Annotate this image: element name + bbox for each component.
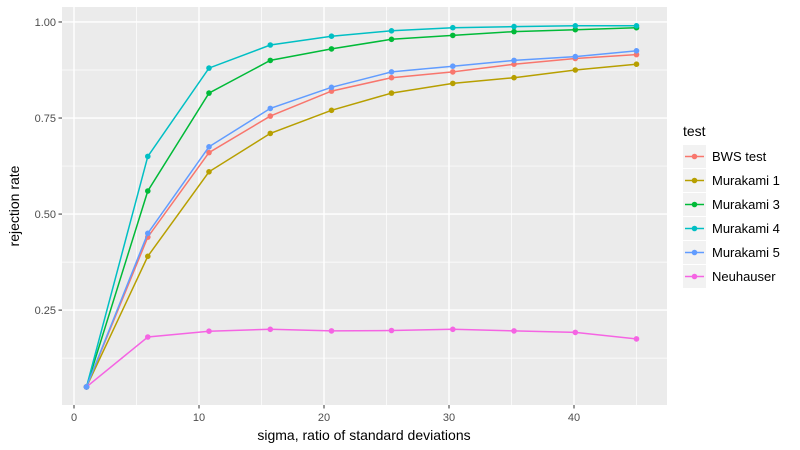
series-line [85,25,637,388]
data-point [388,74,395,81]
data-point [388,28,395,34]
legend-label: Murakami 4 [712,221,780,236]
data-point [633,48,640,54]
series-line [86,328,637,388]
data-point [267,57,274,64]
y-axis-title: rejection rate [6,165,22,246]
data-point [267,113,274,119]
series-neuhauser [83,326,640,390]
legend-item: Murakami 5 [683,241,780,264]
data-point [206,169,212,175]
data-point [206,149,212,156]
data-point [388,36,395,43]
x-tick-label: 0 [71,412,77,424]
data-point [572,53,579,60]
legend-label: Murakami 1 [712,173,780,188]
legend-item: Murakami 4 [683,217,780,240]
data-point [388,90,395,96]
data-point [572,67,579,73]
data-point [633,23,640,29]
x-tick-label: 30 [443,412,455,424]
data-point [450,24,456,31]
panel-layer [62,7,667,405]
y-tick-label: 0.50 [35,209,56,221]
data-point [572,329,579,336]
data-point [511,328,517,334]
data-point [145,253,151,260]
series-line [85,50,637,388]
data-point [511,23,517,30]
series-line [85,53,637,388]
legend-label: Murakami 3 [712,197,780,212]
x-tick-label: 40 [568,412,580,424]
data-point [267,105,274,112]
legend-title: test [683,123,706,139]
series-line [85,26,637,388]
data-point [633,61,640,67]
data-point [388,327,395,334]
x-axis-title: sigma, ratio of standard deviations [257,427,470,443]
legend-key-point [691,273,698,280]
x-tick-label: 20 [318,412,330,424]
y-tick-label: 0.25 [35,305,56,317]
data-point [328,107,335,114]
data-point [450,80,456,87]
legend-item: Neuhauser [683,265,776,288]
series-layer [83,23,640,390]
data-point [388,69,395,75]
data-point [267,42,274,48]
legend-label: Neuhauser [712,269,776,284]
series-murakami-5 [83,48,640,390]
legend: BWS test Murakami 1 Murakami 3 Murakami 4 Mu… [683,145,780,288]
data-point [83,384,90,390]
series-line [85,63,637,388]
data-point [206,90,212,96]
data-point [572,26,579,33]
data-point [328,33,335,39]
y-tick-label: 1.00 [35,17,56,29]
data-point [206,65,212,71]
legend-item: BWS test [683,145,767,168]
data-point [450,32,456,39]
legend-key-point [691,201,698,208]
data-point [633,336,640,342]
data-point [145,230,151,237]
data-point [572,23,579,29]
data-point [328,328,335,334]
legend-label: Murakami 5 [712,245,780,260]
data-point [450,63,456,69]
data-point [450,326,456,333]
data-point [145,153,151,160]
data-point [206,144,212,150]
data-point [328,84,335,91]
plot-panel [62,7,667,405]
data-point [328,46,335,52]
data-point [450,69,456,75]
legend-key-point [691,249,698,256]
axis-layer: 0 10 20 30 40 0.25 0.50 0.75 1.00 [35,17,581,424]
legend-key-point [691,177,698,184]
legend-item: Murakami 3 [683,193,780,216]
data-point [511,57,517,64]
legend-key-point [691,225,698,232]
data-point [206,328,212,335]
legend-key-point [691,153,698,160]
data-point [511,74,517,81]
y-tick-label: 0.75 [35,113,56,125]
data-point [267,130,274,137]
data-point [145,188,151,194]
data-point [511,28,517,35]
legend-item: Murakami 1 [683,169,780,192]
legend-label: BWS test [712,149,767,164]
data-point [145,334,151,340]
x-tick-label: 10 [193,412,205,424]
data-point [267,326,274,333]
